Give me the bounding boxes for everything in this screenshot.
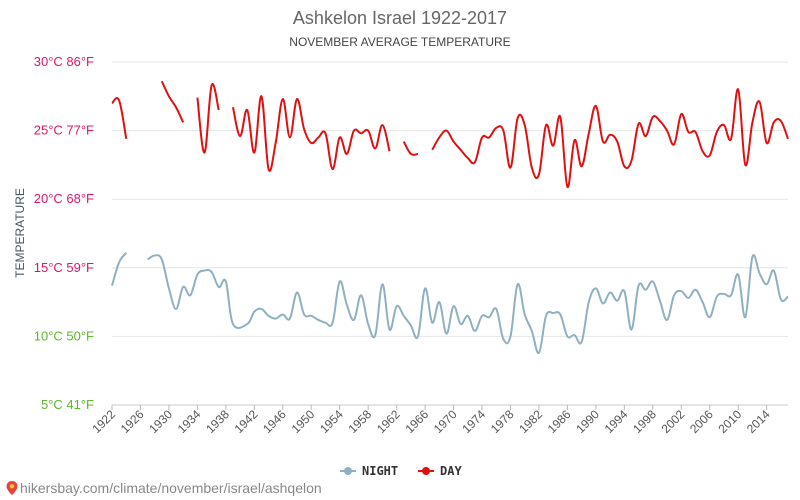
x-tick-label: 2002 (659, 407, 688, 436)
x-tick-label: 1994 (602, 407, 631, 436)
source-link[interactable]: hikersbay.com/climate/november/israel/as… (6, 480, 322, 496)
x-tick-label: 1966 (402, 407, 431, 436)
series-day-line-2 (160, 80, 185, 123)
legend-item-day[interactable]: DAY (418, 464, 462, 478)
series-day-line-3 (196, 83, 220, 154)
x-tick-label: 1954 (317, 407, 346, 436)
y-tick-label: 30°C 86°F (34, 54, 94, 69)
source-text: hikersbay.com/climate/november/israel/as… (20, 480, 322, 496)
x-tick-label: 1990 (573, 407, 602, 436)
series-day-line-4 (231, 95, 391, 172)
x-tick-label: 1930 (146, 407, 175, 436)
y-axis-label: TEMPERATURE (13, 188, 27, 278)
series-day-line-5 (402, 141, 419, 156)
x-tick-label: 1934 (175, 407, 204, 436)
y-tick-label: 5°C 41°F (41, 397, 94, 412)
location-pin-icon (6, 481, 18, 495)
x-tick-label: 1946 (260, 407, 289, 436)
legend-marker-night (344, 467, 352, 475)
x-tick-label: 1938 (203, 407, 232, 436)
x-tick-label: 1970 (431, 407, 460, 436)
x-tick-label: 1950 (289, 407, 318, 436)
x-tick-label: 2006 (687, 407, 716, 436)
x-tick-label: 1998 (630, 407, 659, 436)
x-tick-label: 1942 (232, 407, 261, 436)
x-tick-label: 2014 (744, 407, 773, 436)
x-tick-label: 1986 (545, 407, 574, 436)
y-tick-labels: 30°C 86°F 25°C 77°F 20°C 68°F 15°C 59°F 10°C… (34, 54, 94, 412)
series-night-line-0 (111, 252, 128, 286)
y-tick-label: 20°C 68°F (34, 191, 94, 206)
grid (112, 61, 788, 406)
legend[interactable]: NIGHT DAY (340, 464, 462, 478)
x-tick-label: 1926 (118, 407, 147, 436)
x-tick-label: 1962 (374, 407, 403, 436)
legend-item-night[interactable]: NIGHT (340, 464, 398, 478)
chart-subtitle: NOVEMBER AVERAGE TEMPERATURE (289, 35, 510, 49)
series-day-line-6 (431, 88, 789, 188)
legend-label-day: DAY (440, 464, 462, 478)
legend-label-night: NIGHT (362, 464, 398, 478)
chart-title: Ashkelon Israel 1922-2017 (293, 8, 507, 28)
y-tick-label: 25°C 77°F (34, 123, 94, 138)
series-night-line-1 (147, 254, 789, 354)
x-tick-label: 1974 (459, 407, 488, 436)
x-tick-labels: 1922 1926 1930 1934 1938 1942 1946 1950 1954 1958… (89, 405, 773, 436)
series-lines (111, 80, 789, 354)
x-tick-label: 1978 (488, 407, 517, 436)
x-tick-label: 1958 (346, 407, 375, 436)
legend-marker-day (422, 467, 430, 475)
y-tick-label: 15°C 59°F (34, 260, 94, 275)
x-tick-label: 1982 (516, 407, 545, 436)
series-day-line-0 (111, 97, 128, 140)
y-tick-label: 10°C 50°F (34, 328, 94, 343)
x-tick-label: 2010 (716, 407, 745, 436)
